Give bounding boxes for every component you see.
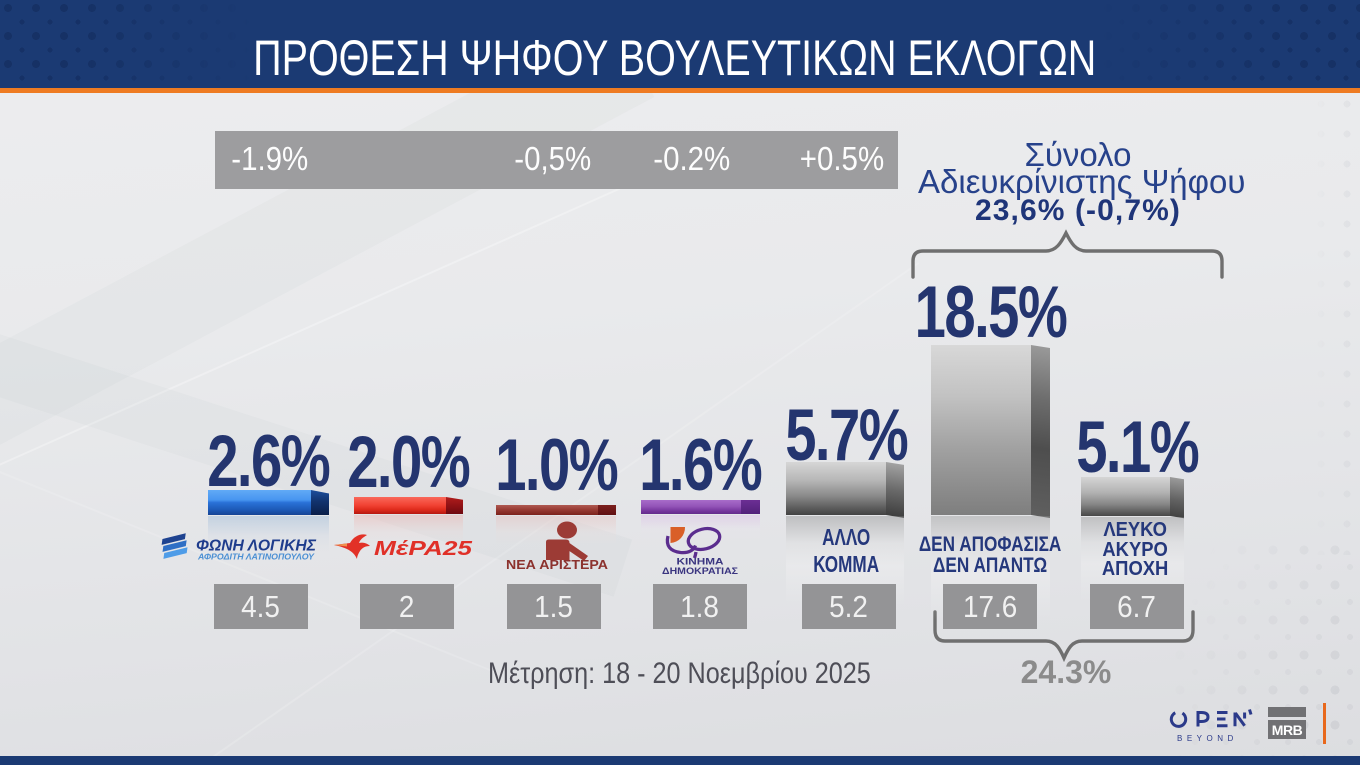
svg-text:ΝΕΑ ΑΡΙΣΤΕΡΑ: ΝΕΑ ΑΡΙΣΤΕΡΑ [506, 557, 609, 570]
svg-text:ΚΙΝΗΜΑ: ΚΙΝΗΜΑ [677, 557, 724, 568]
svg-text:ΔΗΜΟΚΡΑΤΙΑΣ: ΔΗΜΟΚΡΑΤΙΑΣ [662, 566, 738, 577]
svg-text:ΜέΡΑ25: ΜέΡΑ25 [374, 538, 473, 560]
svg-text:ΦΩΝΗ ΛΟΓΙΚΗΣ: ΦΩΝΗ ΛΟΓΙΚΗΣ [196, 538, 317, 555]
svg-text:ΑΦΡΟΔΙΤΗ ΛΑΤΙΝΟΠΟΥΛΟΥ: ΑΦΡΟΔΙΤΗ ΛΑΤΙΝΟΠΟΥΛΟΥ [197, 553, 315, 562]
svg-text:BEYOND: BEYOND [1177, 734, 1238, 743]
